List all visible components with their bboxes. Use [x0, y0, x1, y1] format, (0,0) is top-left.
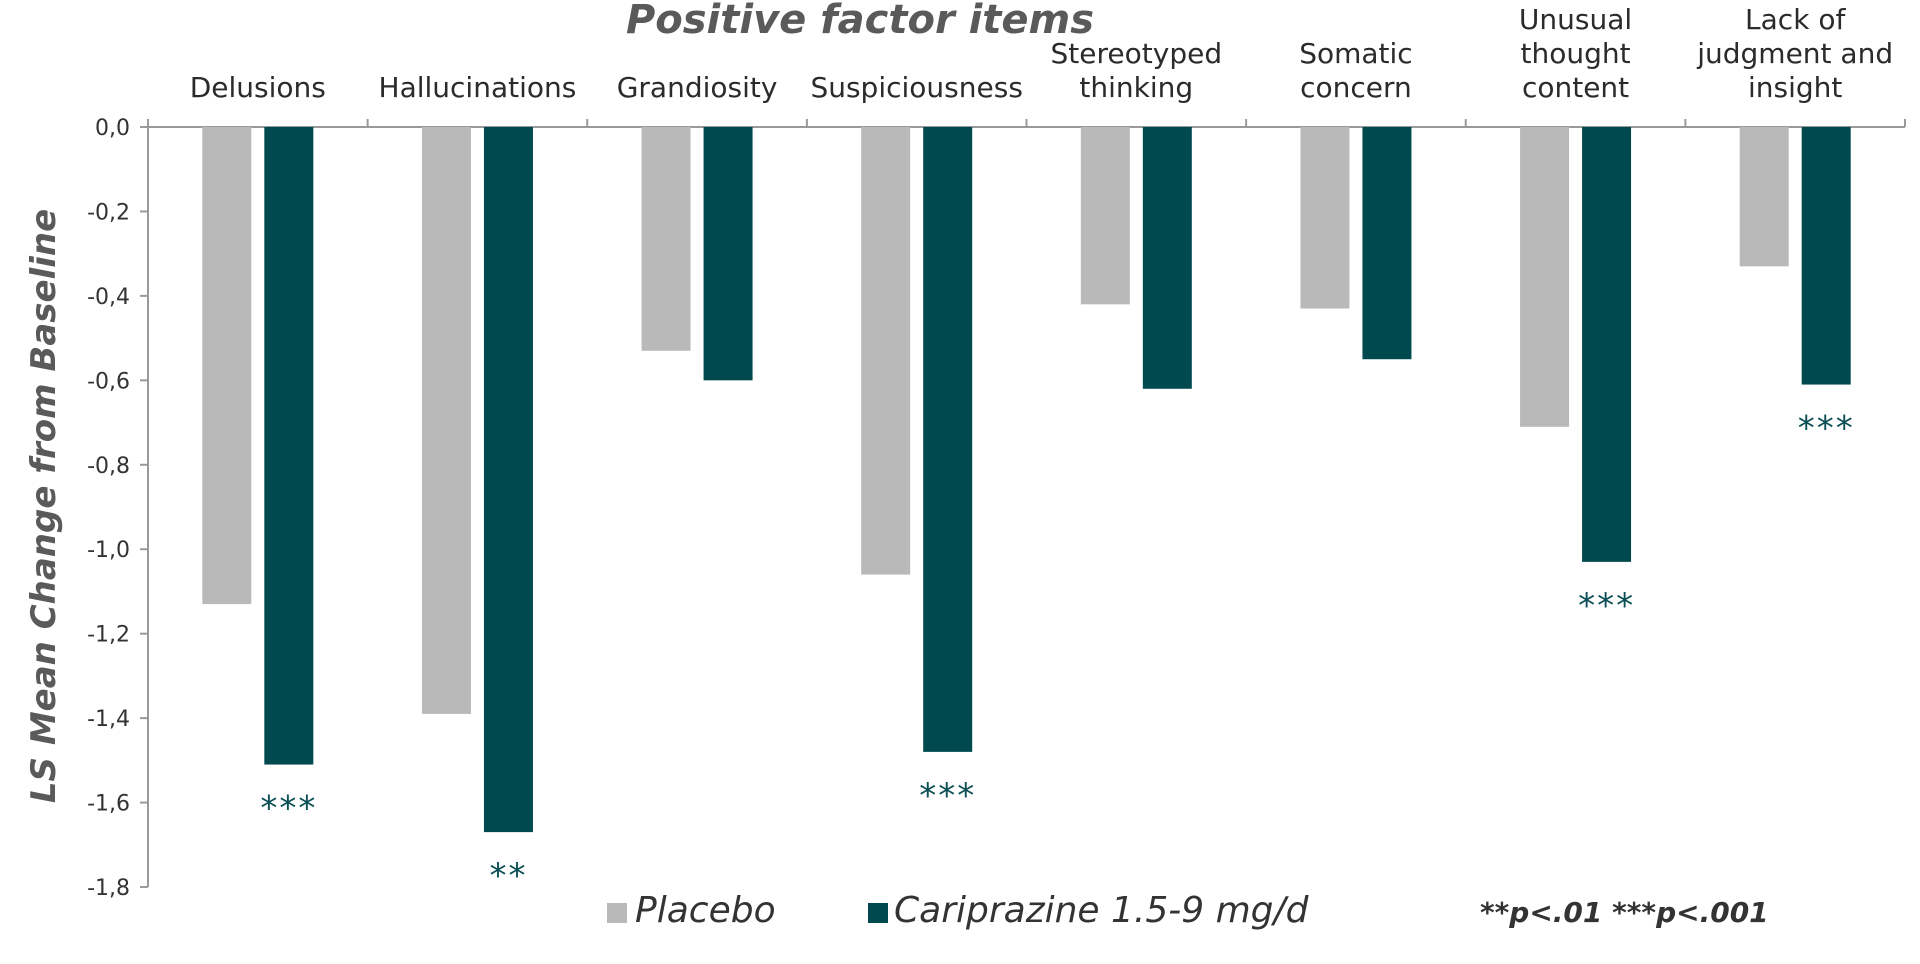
significance-marker: *** [919, 776, 976, 816]
bar-cariprazine [703, 127, 753, 381]
chart-title: Positive factor items [626, 0, 1094, 43]
bar-cariprazine [1142, 127, 1192, 389]
bar-placebo [1300, 127, 1350, 309]
bar-placebo [202, 127, 252, 605]
category-label: Grandiosity [617, 71, 778, 104]
category-label: Delusions [190, 71, 326, 104]
significance-marker: *** [260, 789, 317, 829]
legend-label-cariprazine: Cariprazine 1.5-9 mg/d [894, 890, 1310, 931]
bars: ************** [202, 127, 1855, 896]
bar-cariprazine [483, 127, 533, 833]
category-label: Unusual thought content [1519, 3, 1632, 104]
category-label: Hallucinations [379, 71, 577, 104]
bar-cariprazine [1582, 127, 1632, 562]
bar-placebo [861, 127, 911, 575]
legend-swatch-placebo [607, 903, 627, 923]
y-axis-label: LS Mean Change from Baseline [24, 209, 64, 803]
bar-cariprazine [923, 127, 973, 752]
legend: Placebo Cariprazine 1.5-9 mg/d [607, 890, 1310, 931]
significance-marker: *** [1798, 409, 1855, 449]
y-tick-label: -1,2 [87, 623, 130, 648]
y-tick-label: -1,6 [87, 792, 130, 817]
bar-placebo [1520, 127, 1570, 427]
y-tick-label: -1,8 [87, 876, 130, 901]
y-tick-label: -0,4 [87, 285, 130, 310]
significance-footnote: **p<.01 ***p<.001 [1480, 896, 1769, 929]
category-label: Stereotyped thinking [1051, 37, 1223, 104]
y-tick-label: -1,4 [87, 707, 130, 732]
category-label: Somatic concern [1299, 37, 1413, 104]
category-label: Suspiciousness [810, 71, 1022, 104]
y-tick-label: 0,0 [95, 116, 130, 141]
y-tick-label: -0,6 [87, 369, 130, 394]
category-labels: Delusions Hallucinations Grandiosity Suspic… [190, 3, 1893, 104]
significance-marker: ** [489, 856, 527, 896]
bar-placebo [421, 127, 471, 714]
bar-cariprazine [1801, 127, 1851, 385]
bar-placebo [1739, 127, 1789, 267]
bar-placebo [1080, 127, 1130, 305]
significance-marker: *** [1578, 586, 1635, 626]
y-tick-label: -0,2 [87, 200, 130, 225]
legend-label-placebo: Placebo [635, 890, 776, 931]
bar-cariprazine [264, 127, 314, 765]
category-label: Lack of judgment and insight [1696, 3, 1893, 104]
bar-placebo [641, 127, 691, 351]
axes: 0,0 -0,2 -0,4 -0,6 -0,8 -1,0 -1,2 -1,4 -1,6 -1,8 [87, 116, 1906, 901]
legend-swatch-cariprazine [868, 903, 888, 923]
y-tick-label: -0,8 [87, 454, 130, 479]
y-tick-label: -1,0 [87, 538, 130, 563]
bar-cariprazine [1362, 127, 1412, 360]
